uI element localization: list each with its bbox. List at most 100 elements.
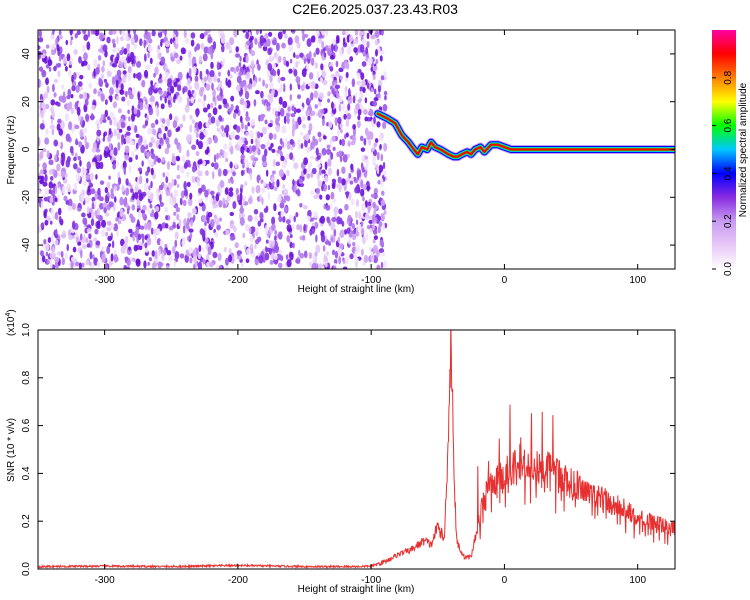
noise-speck (249, 42, 254, 49)
noise-speck (311, 222, 316, 227)
noise-speck (214, 97, 217, 107)
noise-speck (179, 253, 185, 259)
noise-speck (222, 143, 228, 150)
noise-speck (149, 57, 153, 65)
noise-speck (316, 70, 320, 80)
noise-speck (338, 256, 342, 265)
noise-speck (98, 196, 104, 202)
noise-speck (83, 34, 89, 41)
noise-speck (289, 152, 294, 160)
snr-y-ticks: 0.0 0.2 0.4 0.6 0.8 1.0 (21, 323, 675, 576)
noise-speck (159, 201, 164, 207)
noise-speck (203, 94, 207, 102)
noise-speck (264, 83, 269, 89)
noise-speck (283, 206, 288, 214)
noise-speck (364, 200, 368, 208)
noise-speck (210, 116, 216, 124)
noise-speck (190, 39, 195, 47)
noise-speck (271, 39, 277, 46)
noise-speck (219, 179, 225, 188)
noise-speck (373, 116, 376, 125)
noise-speck (250, 243, 254, 249)
noise-speck (372, 100, 378, 107)
noise-speck (78, 93, 84, 99)
noise-speck (383, 259, 387, 269)
noise-speck (112, 43, 116, 48)
noise-speck (300, 142, 304, 149)
noise-speck (331, 135, 336, 142)
noise-speck (271, 240, 275, 247)
noise-speck (186, 97, 190, 107)
noise-speck (322, 183, 328, 192)
noise-speck (99, 180, 105, 185)
noise-speck (93, 237, 97, 242)
noise-speck (150, 167, 154, 176)
noise-speck (375, 164, 379, 171)
noise-speck (187, 212, 192, 218)
noise-speck (240, 262, 245, 268)
noise-speck (239, 216, 245, 226)
noise-speck (102, 137, 106, 142)
noise-speck (199, 70, 203, 80)
noise-speck (375, 49, 379, 57)
noise-speck (120, 136, 124, 146)
noise-speck (300, 84, 305, 92)
noise-speck (131, 55, 134, 65)
noise-speck (204, 221, 207, 227)
noise-speck (93, 88, 97, 95)
noise-speck (224, 266, 230, 269)
noise-speck (199, 132, 205, 140)
noise-speck (370, 253, 375, 262)
noise-speck (184, 37, 190, 44)
noise-speck (50, 118, 54, 125)
noise-speck (383, 210, 387, 215)
noise-speck (251, 186, 255, 194)
noise-speck (361, 38, 367, 46)
noise-speck (121, 96, 126, 102)
noise-speck (79, 74, 84, 80)
noise-speck (285, 254, 289, 260)
noise-speck (103, 132, 106, 139)
noise-speck (186, 134, 192, 143)
noise-speck (217, 84, 221, 91)
noise-speck (238, 199, 243, 206)
noise-speck (245, 116, 251, 122)
noise-speck (120, 83, 124, 91)
noise-speck (148, 107, 154, 116)
noise-speck (331, 101, 334, 110)
noise-speck (156, 61, 160, 68)
noise-speck (262, 45, 268, 52)
noise-speck (325, 204, 331, 211)
noise-speck (310, 110, 316, 117)
noise-speck (38, 55, 41, 60)
noise-speck (379, 143, 382, 150)
noise-speck (187, 89, 192, 97)
noise-speck (267, 191, 271, 200)
noise-speck (306, 173, 311, 179)
noise-speck (89, 172, 94, 181)
noise-speck (96, 129, 102, 137)
noise-speck (313, 90, 319, 99)
noise-speck (345, 71, 349, 79)
noise-speck (128, 246, 131, 251)
noise-speck (77, 241, 82, 246)
noise-speck (358, 223, 362, 230)
noise-speck (254, 243, 257, 250)
x-tick-label: 100 (629, 575, 646, 586)
noise-speck (205, 138, 209, 147)
noise-speck (137, 71, 142, 81)
noise-speck (232, 201, 237, 210)
noise-speck (253, 215, 259, 222)
noise-speck (315, 234, 318, 243)
noise-speck (207, 246, 212, 256)
noise-speck (78, 56, 82, 64)
noise-speck (180, 190, 185, 199)
noise-speck (155, 188, 159, 196)
noise-speck (257, 148, 261, 156)
noise-speck (125, 32, 129, 41)
noise-speck (86, 161, 91, 170)
noise-speck (284, 142, 288, 148)
noise-speck (108, 201, 114, 208)
noise-speck (108, 175, 111, 180)
y-tick-label: 0 (21, 146, 32, 152)
